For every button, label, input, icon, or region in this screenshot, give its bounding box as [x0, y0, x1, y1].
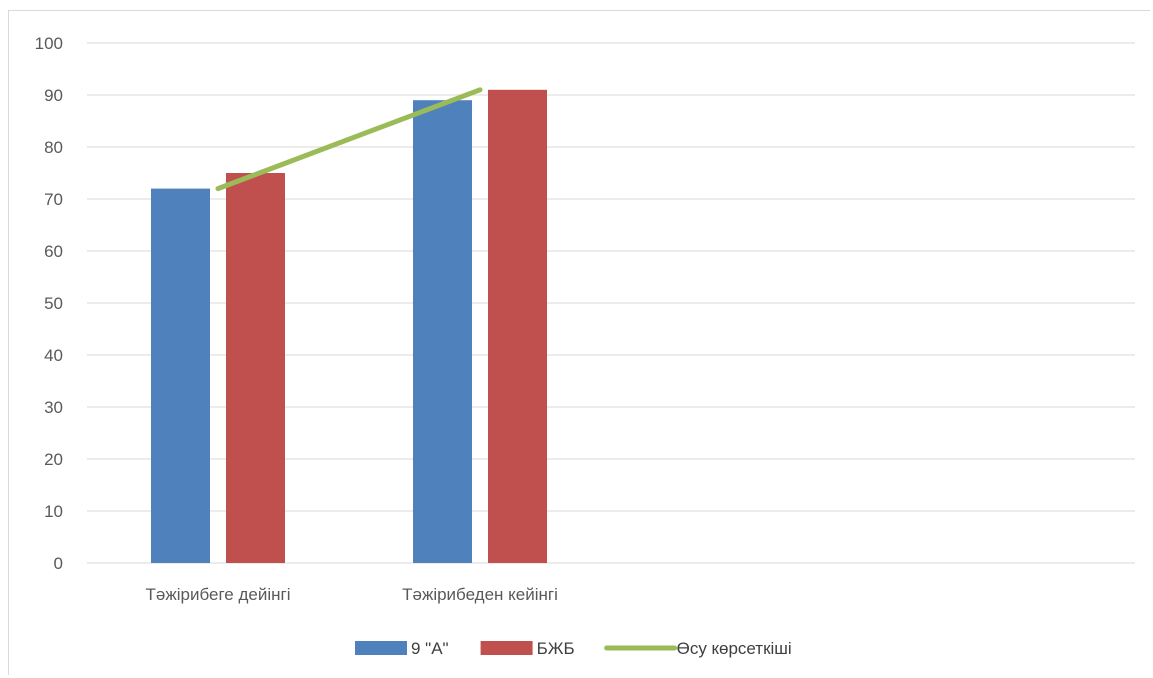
legend-swatch-1 [355, 641, 407, 655]
y-tick-label-100: 100 [35, 34, 63, 53]
y-tick-label-90: 90 [44, 86, 63, 105]
bar-2-1 [226, 173, 285, 563]
legend-swatch-2 [480, 641, 533, 655]
y-tick-label-20: 20 [44, 450, 63, 469]
x-axis-labels: Тәжірибеге дейінгі Тәжірибеден кейінгі [146, 585, 558, 604]
x-tick-label-2: Тәжірибеден кейінгі [402, 585, 558, 604]
y-tick-label-80: 80 [44, 138, 63, 157]
grid [87, 42, 1135, 564]
y-tick-label-60: 60 [44, 242, 63, 261]
y-tick-label-50: 50 [44, 294, 63, 313]
bar-2-2 [488, 89, 547, 564]
bars [151, 89, 547, 564]
y-tick-label-40: 40 [44, 346, 63, 365]
lines [215, 87, 483, 192]
y-tick-label-10: 10 [44, 502, 63, 521]
y-axis-labels: 0 10 20 30 40 50 60 70 80 90 100 [35, 34, 63, 573]
legend: 9 "А" БЖБ Өсу көрсеткіші [355, 639, 792, 658]
legend-label-3: Өсу көрсеткіші [677, 639, 792, 658]
y-tick-label-30: 30 [44, 398, 63, 417]
x-tick-label-1: Тәжірибеге дейінгі [146, 585, 291, 604]
series-line-1 [215, 87, 483, 192]
legend-label-1: 9 "А" [411, 639, 449, 658]
legend-label-2: БЖБ [537, 639, 575, 658]
bar-1-1 [151, 188, 210, 563]
bar-1-2 [413, 100, 472, 563]
y-tick-label-0: 0 [54, 554, 63, 573]
y-tick-label-70: 70 [44, 190, 63, 209]
